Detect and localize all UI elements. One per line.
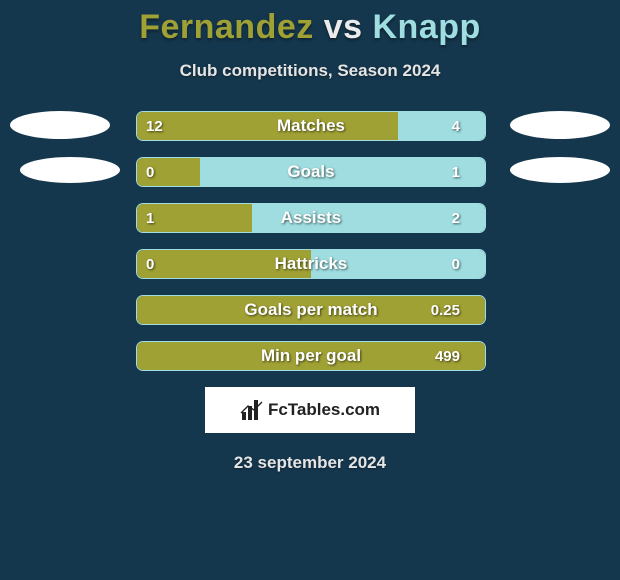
stat-bar: Hattricks	[136, 249, 486, 279]
stat-row: Goals0 1	[8, 157, 612, 187]
stat-value-right: 499	[435, 341, 460, 371]
stat-label: Goals	[137, 158, 485, 186]
logo-text: FcTables.com	[268, 400, 380, 420]
stat-bar: Matches	[136, 111, 486, 141]
source-logo: FcTables.com	[205, 387, 415, 433]
stat-value-right: 0	[452, 249, 460, 279]
stat-label: Matches	[137, 112, 485, 140]
stat-label: Hattricks	[137, 250, 485, 278]
title-vs: vs	[324, 8, 363, 46]
stat-value-left: 0	[146, 157, 154, 187]
stat-value-right: 2	[452, 203, 460, 233]
stat-value-left: 1	[146, 203, 154, 233]
comparison-infographic: Fernandez vs Knapp Club competitions, Se…	[0, 0, 620, 580]
stat-bar: Assists	[136, 203, 486, 233]
bar-chart-icon	[240, 400, 264, 420]
page-title: Fernandez vs Knapp	[0, 0, 620, 47]
stat-row: Hattricks0 0	[8, 249, 612, 279]
footer-date: 23 september 2024	[0, 453, 620, 473]
title-player1: Fernandez	[139, 8, 314, 46]
title-player2: Knapp	[373, 8, 481, 46]
stat-row: Min per goal499	[8, 341, 612, 371]
stat-value-left: 0	[146, 249, 154, 279]
stats-area: Matches124Goals01Assists12Hattricks00Goa…	[0, 111, 620, 371]
stat-row: Matches12 4	[8, 111, 612, 141]
stat-value-right: 4	[452, 111, 460, 141]
stat-row: Assists1 2	[8, 203, 612, 233]
stat-row: Goals per match0.25	[8, 295, 612, 325]
stat-label: Min per goal	[137, 342, 485, 370]
stat-rows: Matches124Goals01Assists12Hattricks00Goa…	[8, 111, 612, 371]
stat-bar: Min per goal	[136, 341, 486, 371]
stat-value-right: 1	[452, 157, 460, 187]
stat-label: Assists	[137, 204, 485, 232]
stat-bar: Goals	[136, 157, 486, 187]
stat-value-left: 12	[146, 111, 163, 141]
stat-value-right: 0.25	[431, 295, 460, 325]
subtitle: Club competitions, Season 2024	[0, 61, 620, 81]
